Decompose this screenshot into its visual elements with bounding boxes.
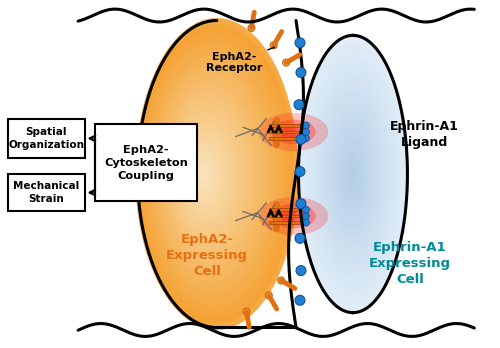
Ellipse shape bbox=[336, 132, 370, 216]
Text: Spatial
Organization: Spatial Organization bbox=[8, 127, 84, 150]
Circle shape bbox=[302, 213, 310, 220]
Ellipse shape bbox=[171, 104, 246, 244]
Ellipse shape bbox=[323, 98, 383, 250]
Ellipse shape bbox=[310, 63, 396, 285]
Circle shape bbox=[296, 134, 306, 144]
Circle shape bbox=[295, 234, 305, 243]
Ellipse shape bbox=[320, 91, 386, 257]
Text: EphA2-
Receptor: EphA2- Receptor bbox=[206, 47, 274, 73]
Ellipse shape bbox=[272, 204, 316, 228]
Ellipse shape bbox=[301, 42, 405, 306]
Circle shape bbox=[294, 100, 304, 110]
Ellipse shape bbox=[194, 159, 212, 189]
Ellipse shape bbox=[326, 105, 380, 243]
Bar bbox=[270, 130, 304, 133]
Ellipse shape bbox=[334, 126, 372, 222]
Ellipse shape bbox=[153, 61, 272, 287]
Ellipse shape bbox=[348, 160, 358, 188]
Bar bbox=[270, 221, 304, 224]
Ellipse shape bbox=[150, 55, 276, 293]
FancyBboxPatch shape bbox=[8, 174, 85, 211]
FancyBboxPatch shape bbox=[96, 125, 197, 201]
Ellipse shape bbox=[280, 125, 307, 140]
Circle shape bbox=[295, 167, 305, 176]
FancyBboxPatch shape bbox=[8, 119, 85, 158]
Ellipse shape bbox=[342, 146, 364, 202]
Circle shape bbox=[302, 122, 310, 129]
Circle shape bbox=[282, 59, 290, 66]
Bar bbox=[270, 137, 304, 140]
Ellipse shape bbox=[148, 49, 280, 299]
Ellipse shape bbox=[164, 86, 257, 262]
Circle shape bbox=[295, 295, 305, 305]
Ellipse shape bbox=[345, 153, 361, 195]
Ellipse shape bbox=[161, 79, 261, 269]
Text: Ephrin-A1
Expressing
Cell: Ephrin-A1 Expressing Cell bbox=[369, 240, 451, 286]
Ellipse shape bbox=[312, 70, 394, 278]
Ellipse shape bbox=[192, 153, 216, 195]
Ellipse shape bbox=[197, 165, 208, 183]
Bar bbox=[270, 124, 304, 127]
Ellipse shape bbox=[350, 167, 356, 181]
Bar bbox=[270, 215, 304, 218]
Circle shape bbox=[296, 266, 306, 276]
Circle shape bbox=[302, 135, 310, 142]
Ellipse shape bbox=[182, 128, 231, 220]
Ellipse shape bbox=[168, 98, 250, 250]
Text: EphA2-
Expressing
Cell: EphA2- Expressing Cell bbox=[166, 233, 248, 278]
Circle shape bbox=[302, 128, 310, 135]
Ellipse shape bbox=[318, 84, 388, 264]
Ellipse shape bbox=[259, 197, 328, 235]
Circle shape bbox=[270, 42, 277, 49]
Ellipse shape bbox=[298, 35, 408, 313]
Circle shape bbox=[248, 24, 255, 31]
Ellipse shape bbox=[272, 120, 316, 144]
Ellipse shape bbox=[146, 42, 284, 306]
Ellipse shape bbox=[179, 122, 234, 226]
Ellipse shape bbox=[184, 135, 227, 213]
Circle shape bbox=[302, 206, 310, 213]
Ellipse shape bbox=[189, 147, 220, 201]
Ellipse shape bbox=[158, 73, 264, 275]
Circle shape bbox=[296, 199, 306, 209]
Ellipse shape bbox=[186, 141, 223, 207]
Ellipse shape bbox=[143, 37, 287, 311]
Bar bbox=[270, 208, 304, 211]
Ellipse shape bbox=[166, 92, 254, 256]
Ellipse shape bbox=[135, 18, 298, 330]
Circle shape bbox=[296, 68, 306, 78]
Ellipse shape bbox=[315, 77, 391, 271]
Circle shape bbox=[278, 277, 284, 284]
Ellipse shape bbox=[328, 112, 378, 236]
Circle shape bbox=[266, 292, 272, 299]
Ellipse shape bbox=[140, 30, 291, 318]
Ellipse shape bbox=[176, 116, 238, 232]
Text: Mechanical
Strain: Mechanical Strain bbox=[13, 181, 80, 204]
Ellipse shape bbox=[138, 24, 294, 324]
Circle shape bbox=[302, 219, 310, 226]
Ellipse shape bbox=[174, 110, 242, 238]
Ellipse shape bbox=[156, 67, 268, 281]
Ellipse shape bbox=[331, 119, 375, 229]
Circle shape bbox=[243, 308, 250, 315]
Ellipse shape bbox=[304, 49, 402, 299]
Ellipse shape bbox=[280, 208, 307, 223]
Text: EphA2-
Cytoskeleton
Coupling: EphA2- Cytoskeleton Coupling bbox=[104, 145, 188, 181]
Circle shape bbox=[295, 38, 305, 48]
Ellipse shape bbox=[340, 139, 366, 209]
Ellipse shape bbox=[259, 113, 328, 151]
Ellipse shape bbox=[306, 56, 400, 292]
Text: Ephrin-A1
Ligand: Ephrin-A1 Ligand bbox=[390, 120, 459, 149]
